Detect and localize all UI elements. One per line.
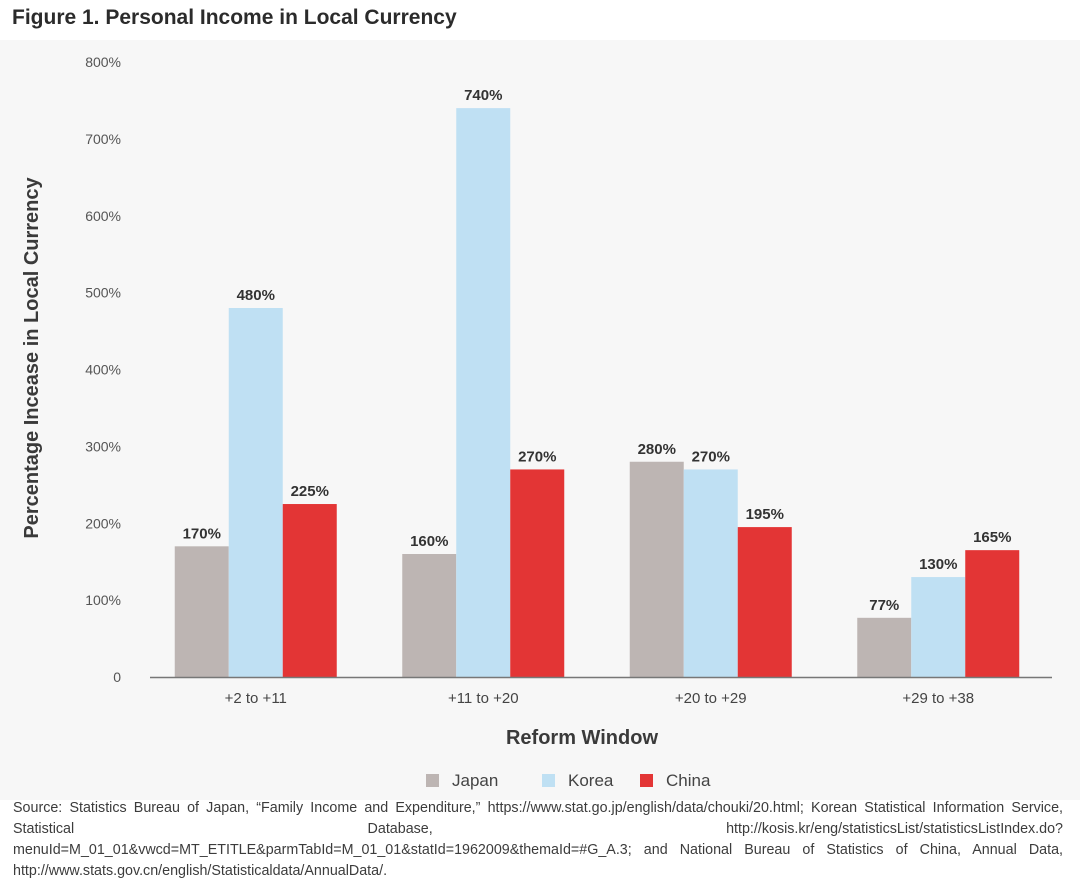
source-note: Source: Statistics Bureau of Japan, “Fam… [13,800,1063,879]
y-tick-label: 800% [85,54,121,70]
x-axis-title: Reform Window [506,727,658,749]
legend-swatch [640,774,653,787]
category-label: +11 to +20 [448,690,519,707]
bar-chart: 0 100% 200% 300% 400% 500% 600% 700% 800% 170% 48… [21,54,1052,790]
bar-japan [402,554,457,677]
bar-korea [456,108,511,677]
y-tick-label: 400% [85,362,121,378]
y-axis-ticks: 0 100% 200% 300% 400% 500% 600% 700% 800% [85,54,121,685]
y-tick-label: 700% [85,131,121,147]
bar-china [965,550,1020,677]
data-label: 77% [869,597,899,614]
y-tick-label: 600% [85,208,121,224]
figure-title: Figure 1. Personal Income in Local Curre… [12,6,457,29]
category-label: +20 to +29 [675,690,747,707]
category-label: +2 to +11 [225,690,287,707]
bar-japan [629,461,684,677]
legend-item-china: China [640,771,711,790]
bar-korea [683,469,738,677]
data-label: 170% [183,525,221,542]
bar-japan [174,546,229,677]
legend-item-japan: Japan [426,771,498,790]
y-tick-label: 300% [85,438,121,454]
data-label: 160% [410,533,448,550]
legend-label: China [666,771,711,790]
legend-label: Korea [568,771,614,790]
data-label: 195% [746,506,784,523]
data-label: 480% [237,287,275,304]
bar-china [510,469,565,677]
bar-korea [228,308,283,677]
legend-item-korea: Korea [542,771,614,790]
y-tick-label: 200% [85,515,121,531]
data-label: 270% [518,448,556,465]
legend-swatch [426,774,439,787]
bar-china [737,527,792,677]
data-label: 280% [638,441,676,458]
y-tick-label: 0 [113,669,121,685]
category-label: +29 to +38 [902,690,974,707]
y-axis-title: Percentage Incease in Local Currency [21,176,43,538]
legend: Japan Korea China [426,771,711,790]
y-tick-label: 100% [85,592,121,608]
data-label: 130% [919,556,957,573]
legend-label: Japan [452,771,498,790]
data-label: 225% [291,483,329,500]
data-label: 165% [973,529,1011,546]
bar-china [282,504,337,677]
x-axis-category-labels: +2 to +11 +11 to +20 +20 to +29 +29 to +38 [225,690,975,707]
bar-japan [857,617,912,677]
y-tick-label: 500% [85,285,121,301]
data-label: 270% [692,448,730,465]
bar-korea [911,577,966,677]
legend-swatch [542,774,555,787]
data-labels-group: 170% 480% 225% 160% 740% 270% 280% 270% 195% 77% 1… [183,87,1012,614]
bars-group [174,108,1020,677]
data-label: 740% [464,87,502,104]
